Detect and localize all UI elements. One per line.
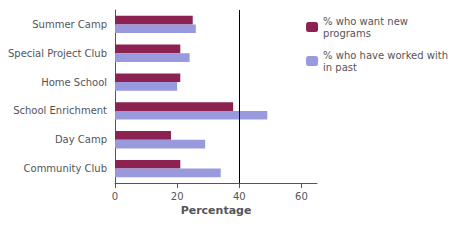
svg-text:% who have worked with: % who have worked with [323,50,448,61]
svg-text:Day Camp: Day Camp [55,134,107,145]
svg-text:Special Project Club: Special Project Club [8,48,107,59]
svg-text:20: 20 [171,191,184,202]
svg-text:in past: in past [323,62,357,73]
svg-text:Summer Camp: Summer Camp [32,19,107,30]
svg-text:Home School: Home School [41,77,107,88]
svg-text:Percentage: Percentage [181,204,252,217]
svg-text:40: 40 [233,191,246,202]
svg-text:60: 60 [295,191,308,202]
svg-text:Community Club: Community Club [24,163,108,174]
svg-text:% who want new: % who want new [323,16,408,27]
svg-text:0: 0 [112,191,118,202]
svg-text:programs: programs [323,28,371,39]
svg-text:School Enrichment: School Enrichment [13,105,107,116]
